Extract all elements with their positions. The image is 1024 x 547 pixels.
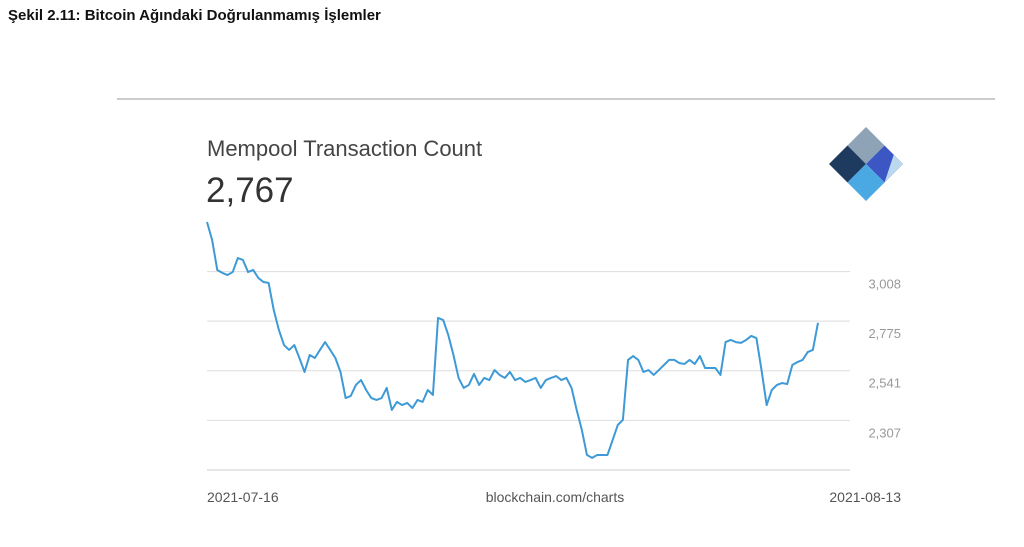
x-end-label: 2021-08-13 [829,489,901,505]
source: blockchain.com/charts [486,489,625,505]
y-tick-label: 2,307 [868,425,901,440]
headline-value: 2,767 [206,171,294,210]
caption: Şekil 2.11: Bitcoin Ağındaki Doğrulanmam… [8,7,381,24]
y-tick-label: 2,775 [868,326,901,341]
y-tick-label: 2,541 [868,376,901,391]
logo [829,127,903,201]
line-series [206,221,819,459]
chart-title: Mempool Transaction Count [207,136,482,161]
x-start-label: 2021-07-16 [207,489,279,505]
y-tick-label: 3,008 [868,277,901,292]
